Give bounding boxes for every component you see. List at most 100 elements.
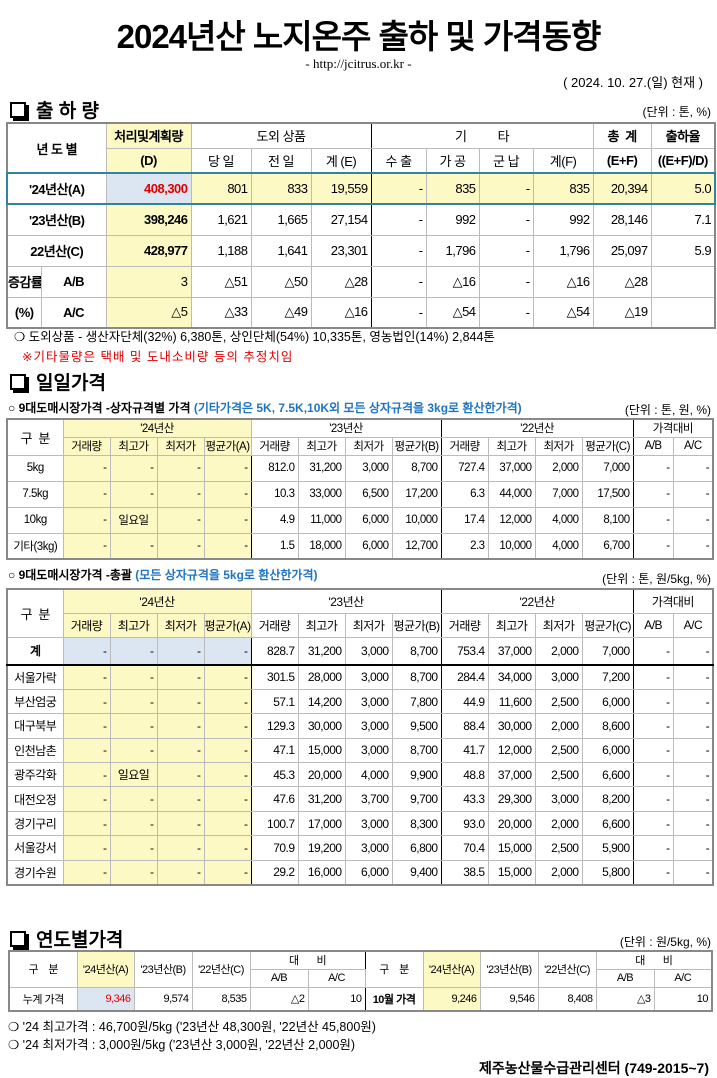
table-row: 대전오정 - - - -47.6 31,200 3,700 9,700 43.3 29,300 3,… (6, 786, 714, 812)
cell: - (156, 835, 205, 861)
cell: - (370, 203, 427, 236)
header-ab: A/B (249, 968, 309, 988)
cell: 1,796 (532, 234, 594, 267)
cell: - (632, 532, 674, 560)
header-col: 최저가 (534, 436, 583, 456)
cell: 31,200 (297, 454, 346, 482)
header-23: '23년산(B) (133, 950, 193, 988)
cell: - (62, 786, 111, 812)
cell: 2,500 (534, 835, 583, 861)
subtitle-summary: ○ 9대도매시장가격 -총괄 (모든 상자규격을 5kg로 환산한가격) (8, 566, 318, 583)
cell: - (203, 688, 252, 715)
row-label: 부산엄궁 (6, 688, 64, 715)
cell: - (632, 786, 674, 812)
row-label: 누계 가격 (8, 986, 78, 1012)
cell: - (156, 664, 205, 690)
cell: - (109, 480, 158, 508)
cell: - (672, 636, 714, 666)
cell: - (62, 859, 111, 886)
header-dowoe: 도외 상품 (190, 122, 372, 149)
header-col: 거래량 (250, 436, 299, 456)
cell-plan: 398,246 (105, 203, 192, 236)
row-label: 인천남촌 (6, 737, 64, 764)
table-row: 누계 가격 9,346 9,574 8,535 △2 10 10월 가격 9,246 9,54… (8, 986, 713, 1012)
cell: 3,700 (344, 786, 393, 812)
header-col: 최고가 (487, 436, 536, 456)
subtitle-note: (기타가격은 5K, 7.5K,10K외 모든 상자규격을 3kg로 환산한가격… (193, 401, 522, 415)
cell: 8,535 (191, 986, 251, 1012)
cell: 3,000 (344, 688, 393, 715)
cell: 10,000 (487, 532, 536, 560)
cell: - (109, 688, 158, 715)
cell: - (632, 454, 674, 482)
cell: 27,154 (310, 203, 372, 236)
header-col: 군 납 (478, 147, 534, 174)
checkbox-square-icon (10, 101, 26, 118)
cell: 2,500 (534, 688, 583, 715)
cell: - (478, 203, 534, 236)
cell: △19 (592, 296, 652, 329)
row-label: 경기구리 (6, 810, 64, 837)
row-label: 5kg (6, 454, 64, 482)
cell: - (62, 506, 111, 534)
yearly-price-table: 구 분 '24년산(A) '23년산(B) '22년산(C) 대 비 구 분 '24년산(… (8, 950, 714, 1012)
cell: - (62, 737, 111, 764)
table-row: 경기수원 - - - -29.2 16,000 6,000 9,400 38.5 15,000 2,… (6, 859, 714, 886)
cell: 7.1 (650, 203, 716, 236)
note-dowoe: ❍ 도외상품 - 생산자단체(32%) 6,380톤, 상인단체(54%) 10… (14, 330, 495, 344)
cell: 9,400 (391, 859, 442, 886)
cell: - (632, 713, 674, 739)
subtitle-by-size: ○ 9대도매시장가격 -상자규격별 가격 (기타가격은 5K, 7.5K,10K… (8, 399, 522, 416)
header-total: 총 계 (592, 122, 652, 149)
unit-label: (단위 : 톤, 원, %) (624, 403, 711, 417)
cell: - (632, 835, 674, 861)
header-plan: 처리및계획량 (105, 122, 192, 149)
header-compare: 가격대비 (632, 418, 714, 438)
header-col: 가 공 (425, 147, 480, 174)
header-col: A/C (672, 436, 714, 456)
header-22: '22년산 (440, 418, 634, 438)
subtitle-note: (모든 상자규격을 5kg로 환산한가격) (135, 568, 318, 582)
cell-plan: 428,977 (105, 234, 192, 267)
cell: 6.3 (440, 480, 489, 508)
header-col: A/B (632, 612, 674, 638)
cell: - (672, 786, 714, 812)
table-row: 10kg - 일요일 - -4.9 11,000 6,000 10,000 17.4 12,000… (6, 506, 714, 534)
cell: 1.5 (250, 532, 299, 560)
cell: - (478, 265, 534, 298)
cell: 47.1 (250, 737, 299, 764)
cell: - (62, 480, 111, 508)
table-row: 기타(3kg) - - - -1.5 18,000 6,000 12,700 2.3 10,000… (6, 532, 714, 560)
note-gita: ※기타물량은 택배 및 도내소비량 등의 추정치임 (22, 350, 294, 364)
cell: 9,546 (479, 986, 539, 1012)
cell: 8,700 (391, 737, 442, 764)
header-col: 최저가 (534, 612, 583, 638)
cell: - (632, 480, 674, 508)
cell: 992 (532, 203, 594, 236)
header-col: 거래량 (440, 436, 489, 456)
cell: 19,200 (297, 835, 346, 861)
cell: 9,246 (422, 986, 481, 1012)
cell: 31,200 (297, 636, 346, 666)
checkbox-square-icon (10, 373, 26, 390)
cell: - (62, 454, 111, 482)
header-24: '24년산(A) (422, 950, 481, 988)
cell: - (672, 480, 714, 508)
cell: 48.8 (440, 762, 489, 788)
header-rate: 출하율 (650, 122, 716, 149)
cell: - (632, 506, 674, 534)
table-row: '23년산(B) 398,246 1,621 1,665 27,154-992-992 2… (6, 203, 716, 236)
cell: - (203, 835, 252, 861)
header-col: 전 일 (250, 147, 312, 174)
cell: 2,000 (534, 454, 583, 482)
cell: 7,000 (581, 636, 634, 666)
cell: 812.0 (250, 454, 299, 482)
header-total-ef: (E+F) (592, 147, 652, 174)
cell: 1,188 (190, 234, 252, 267)
cell: 1,796 (425, 234, 480, 267)
table-row: 서울강서 - - - -70.9 19,200 3,000 6,800 70.4 15,000 2,… (6, 835, 714, 861)
cell: 4,000 (344, 762, 393, 788)
header-col: 최저가 (156, 612, 205, 638)
cell: - (632, 636, 674, 666)
